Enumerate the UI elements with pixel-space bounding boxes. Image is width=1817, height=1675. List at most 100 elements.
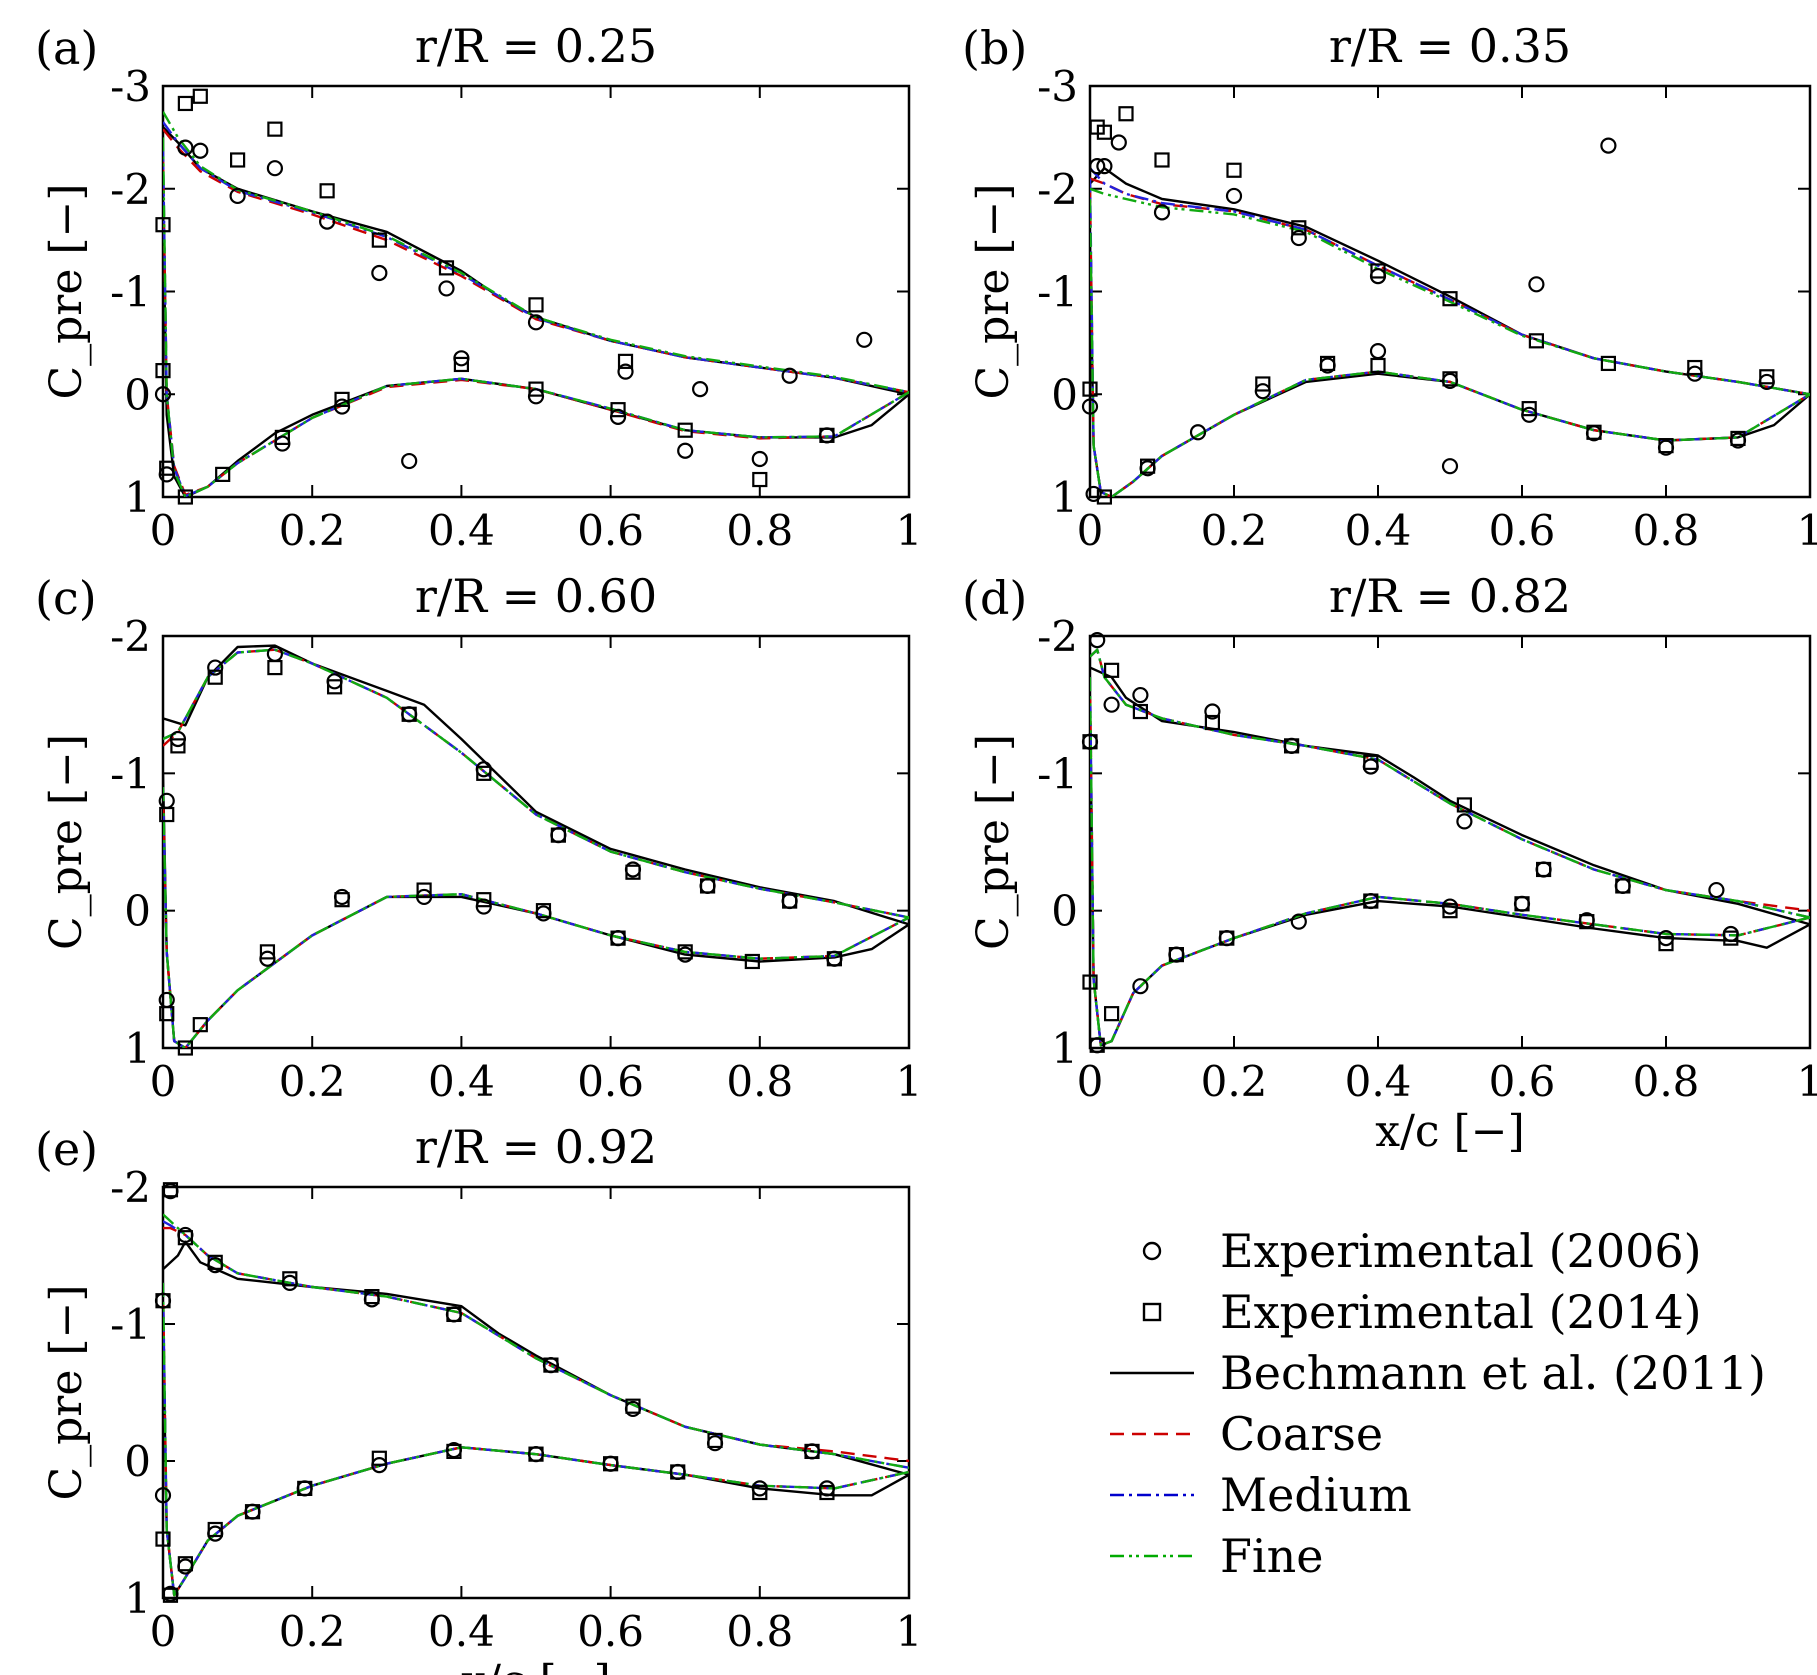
exp2014-point [1082,381,1098,397]
x-tick-label: 0.6 [577,1607,644,1656]
series-line-0-upper [163,126,909,396]
y-axis-label: C_pre [−] [41,734,92,950]
exp2014-point [1535,861,1552,878]
series-line-0-lower [163,209,909,497]
x-tick-label: 0 [150,1057,177,1106]
panel-title: r/R = 0.82 [1329,569,1571,623]
exp2014-point [371,1450,387,1466]
curves [1090,167,1810,497]
exp2014-point [752,1484,768,1501]
x-tick-label: 0.4 [1345,1057,1412,1106]
series-line-2-lower [1090,677,1810,1047]
exp2006-point [266,160,283,177]
exp2014-point [1521,401,1537,417]
curves [1090,648,1810,1047]
exp2014-point [244,1504,261,1520]
series-line-1-lower [163,1282,909,1597]
exp2014-point [1204,714,1221,731]
y-tick-label: 0 [124,1437,151,1486]
chart-panel-0: (a) r/R = 0.250 0.2 0.4 0.6 0.8 1-3-2-101C_pre… [35,19,922,555]
legend-label: Experimental (2006) [1220,1224,1702,1278]
series-line-1-lower [1090,188,1810,497]
exp2006-point [617,363,634,380]
exp2006-point [692,381,709,398]
exp2014-point [617,353,634,369]
x-tick-label: 0.2 [279,1607,346,1656]
exp2014-point [1600,355,1617,372]
exp2014-point [453,356,469,373]
markers [154,88,873,505]
exp2014-point [1528,333,1545,349]
series-line-1-upper [163,128,909,394]
y-tick-label: 1 [1051,473,1078,522]
exp2014-point [1456,797,1473,813]
exp2006-point [1456,813,1473,830]
exp2014-point [699,878,716,894]
exp2006-point [527,314,545,331]
exp2014-point [1586,424,1602,440]
exp2014-point [162,1587,179,1603]
legend-label: Fine [1220,1529,1323,1583]
series-line-2-upper [1090,167,1810,396]
exp2014-point [159,460,175,476]
exp2014-point [1082,734,1098,750]
series-line-1-upper [163,1226,909,1463]
exp2014-point [1139,458,1156,474]
series-line-3-lower [163,137,909,497]
exp2006-point [1362,758,1379,775]
exp2006-point [699,877,716,895]
x-tick-label: 0.4 [428,506,495,555]
markers [154,1182,836,1603]
exp2006-point [1614,877,1631,895]
exp2014-point [528,381,544,397]
exp2014-point [159,1006,175,1022]
exp2014-point [159,806,175,823]
x-tick-label: 0.2 [279,506,346,555]
exp2014-point [1291,220,1307,236]
exp2006-point [154,1487,172,1504]
exp2014-point [207,1254,223,1270]
legend-label: Medium [1220,1468,1412,1522]
exp2014-point [1082,974,1098,990]
legend-entry: Medium [1110,1468,1412,1522]
y-axis-label: C_pre [−] [968,183,1019,399]
exp2014-point [1514,896,1530,912]
exp2014-point [543,1357,559,1373]
exp2006-point [1132,686,1149,704]
markers [1081,632,1739,1054]
panel-title: r/R = 0.60 [415,569,657,623]
legend-label: Bechmann et al. (2011) [1220,1346,1766,1400]
exp2006-point [1290,229,1307,247]
y-tick-label: -1 [110,749,151,798]
series-line-3-lower [1090,677,1810,1047]
exp2014-point [207,1521,223,1538]
exp2014-point [1370,263,1386,279]
y-tick-label: 1 [124,1024,151,1073]
y-tick-label: -2 [1037,612,1078,661]
markers [158,645,843,1056]
exp2014-point [1658,438,1674,454]
panel-letter: (d) [962,571,1027,625]
series-line-0-upper [1090,666,1810,926]
exp2014-point [1089,1037,1105,1053]
x-tick-label: 1 [896,506,923,555]
x-tick-label: 0.4 [1345,506,1412,555]
exp2014-point [207,669,223,685]
y-tick-label: 0 [1051,887,1078,936]
exp2014-point [438,260,455,276]
exp2014-point [177,1556,193,1572]
exp2014-point [804,1443,820,1460]
x-tick-label: 1 [896,1607,923,1656]
exp2006-point [177,139,194,156]
x-tick-label: 0 [150,1607,177,1656]
exp2006-point [706,1435,724,1452]
exp2006-point [1528,276,1545,293]
exp2014-point [1283,738,1300,754]
exp2006-point [1722,925,1739,943]
exp2014-point [401,706,417,722]
y-tick-label: 0 [124,887,151,936]
exp2014-point [677,944,693,960]
